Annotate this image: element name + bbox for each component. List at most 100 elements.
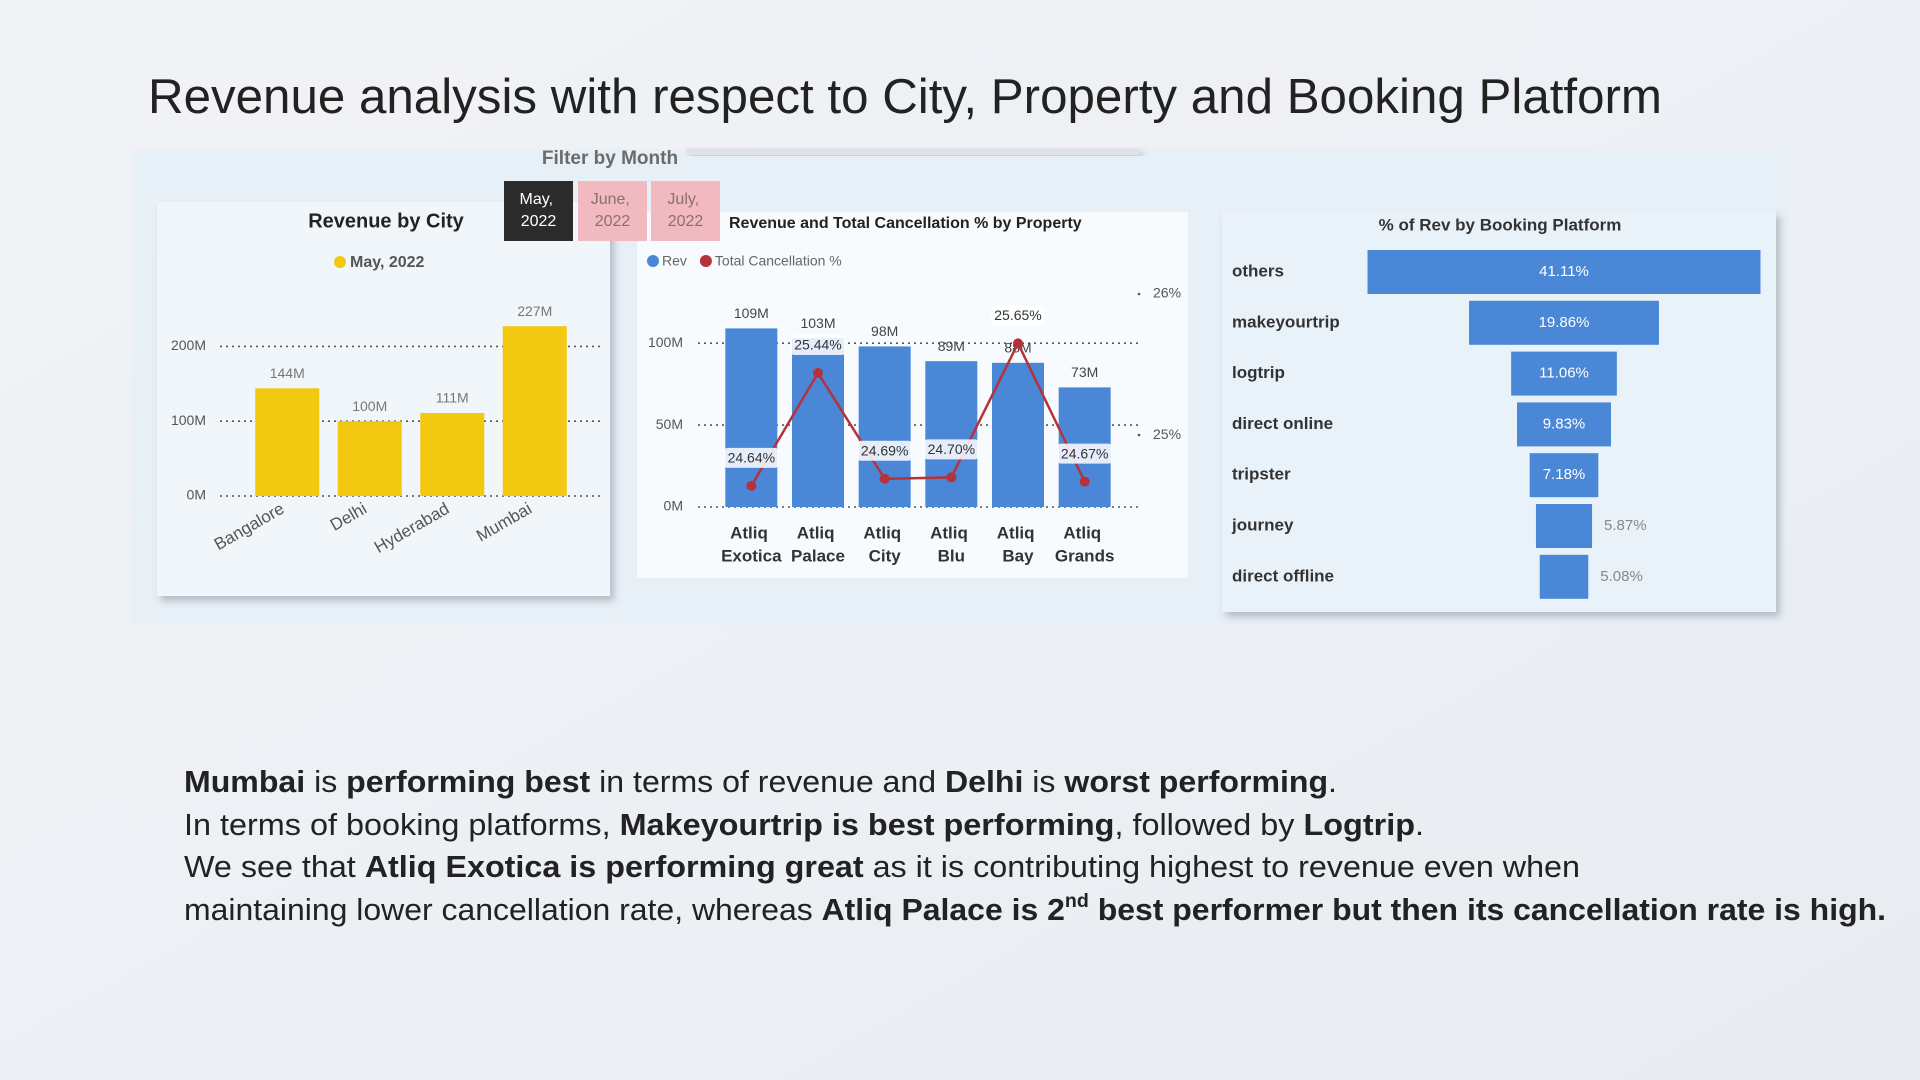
x-tick-label: Atliq Palace <box>791 524 845 566</box>
note-run: best performer but then its cancellation… <box>1089 892 1886 927</box>
note-run: In terms of booking platforms, <box>184 807 620 842</box>
x-tick-label: Atliq Exotica <box>721 524 782 566</box>
bar <box>255 388 320 496</box>
line-point <box>1079 476 1090 487</box>
line <box>750 340 1086 487</box>
note-run: . <box>1328 764 1337 799</box>
legend-swatch <box>647 255 659 267</box>
note-run: worst performing <box>1063 764 1328 799</box>
x-tick-label: Atliq Blu <box>930 524 973 566</box>
data-label-bg <box>791 334 845 355</box>
y-tick-label: 0M <box>187 487 206 503</box>
line-point <box>1013 338 1023 349</box>
data-label: 41.11% <box>1539 263 1589 280</box>
data-label: 25.44% <box>794 337 841 353</box>
category-label: logtrip <box>1232 363 1285 382</box>
funnel-bar <box>1529 453 1599 498</box>
data-label: 227M <box>517 303 552 319</box>
note-line: In terms of booking platforms, Makeyourt… <box>184 807 1424 842</box>
note-run: as it is contributing highest to revenue… <box>864 849 1580 884</box>
month-filter-button[interactable]: July, 2022 <box>651 181 720 241</box>
note-run: . <box>1415 807 1424 842</box>
line-point <box>813 367 823 378</box>
y-tick-label: 0M <box>664 498 683 514</box>
funnel-bar <box>1469 300 1659 345</box>
line-point <box>746 480 757 491</box>
line-point <box>879 473 890 484</box>
category-label: direct online <box>1232 414 1333 433</box>
data-label-bg <box>857 440 912 461</box>
funnel-bar <box>1511 351 1617 396</box>
data-label: 5.87% <box>1604 517 1647 534</box>
note-run: is <box>305 764 346 799</box>
note-line: Mumbai is performing best in terms of re… <box>184 764 1337 799</box>
bar <box>337 421 402 496</box>
funnel-bar <box>1367 250 1761 294</box>
data-label-bg <box>724 447 779 468</box>
data-label: 9.83% <box>1543 415 1586 432</box>
bar <box>420 412 485 496</box>
note-run: Atliq Exotica is performing great <box>365 849 864 884</box>
button-bg <box>504 181 573 241</box>
y2-tick-label: 26% <box>1153 285 1181 301</box>
filter-bar <box>686 148 1139 155</box>
bar <box>792 338 844 507</box>
button-bg <box>578 181 647 241</box>
x-tick-label: Atliq Bay <box>997 524 1040 566</box>
button-label: June, 2022 <box>591 191 635 230</box>
y-tick-label: 50M <box>656 416 683 432</box>
category-label: tripster <box>1232 465 1291 484</box>
data-label: 24.69% <box>861 442 908 458</box>
note-line: We see that Atliq Exotica is performing … <box>184 849 1580 884</box>
data-label: 73M <box>1071 364 1098 380</box>
note-run: Makeyourtrip is best performing <box>620 807 1115 842</box>
chart-title: Revenue and Total Cancellation % by Prop… <box>729 215 1082 232</box>
data-label: 24.67% <box>1061 445 1108 461</box>
chart-title: Revenue by City <box>308 210 464 232</box>
bar <box>725 328 778 507</box>
note-run: in terms of revenue and <box>590 764 945 799</box>
data-label: 100M <box>352 398 387 414</box>
note-run: , followed by <box>1114 807 1303 842</box>
category-label: makeyourtrip <box>1232 312 1340 331</box>
category-label: direct offline <box>1232 566 1334 585</box>
data-label: 111M <box>436 390 469 406</box>
y2-tick-label: 25% <box>1153 426 1181 442</box>
note-run: maintaining lower cancellation rate, whe… <box>184 892 822 927</box>
x-tick-label: Atliq Grands <box>1055 524 1115 566</box>
data-label: 89M <box>938 338 965 354</box>
data-label-bg <box>991 305 1045 326</box>
note-run: Logtrip <box>1303 807 1415 842</box>
month-filter-button[interactable]: June, 2022 <box>578 181 647 241</box>
x-tick-label: Atliq City <box>863 524 906 566</box>
category-label: others <box>1232 261 1284 280</box>
y-tick-label: 200M <box>171 337 206 353</box>
category-label: journey <box>1231 515 1294 534</box>
data-label-bg <box>924 439 979 460</box>
note-run: Atliq Palace is 2 <box>822 892 1065 927</box>
note-run: Delhi <box>945 764 1023 799</box>
data-label: 24.70% <box>928 441 975 457</box>
data-label: 98M <box>871 323 898 339</box>
legend-swatch <box>334 256 346 268</box>
data-label: 24.64% <box>728 450 775 466</box>
note-run: performing best <box>346 764 590 799</box>
month-filter-button[interactable]: May, 2022 <box>504 181 573 241</box>
funnel-bar <box>1517 402 1611 447</box>
bar <box>992 362 1044 507</box>
note-run: nd <box>1065 891 1089 912</box>
legend-swatch <box>699 255 712 267</box>
y2-tick-mark <box>1137 292 1141 296</box>
bar <box>502 326 567 496</box>
data-label: 7.18% <box>1543 466 1586 483</box>
note-run: is <box>1023 764 1064 799</box>
data-label: 109M <box>734 305 769 321</box>
data-label: 19.86% <box>1539 314 1590 331</box>
filter-label: Filter by Month <box>542 148 678 169</box>
bar <box>925 361 978 507</box>
data-label: 103M <box>800 315 835 331</box>
line-point <box>946 472 957 483</box>
funnel-bar <box>1535 504 1593 548</box>
legend-label: May, 2022 <box>350 254 425 271</box>
